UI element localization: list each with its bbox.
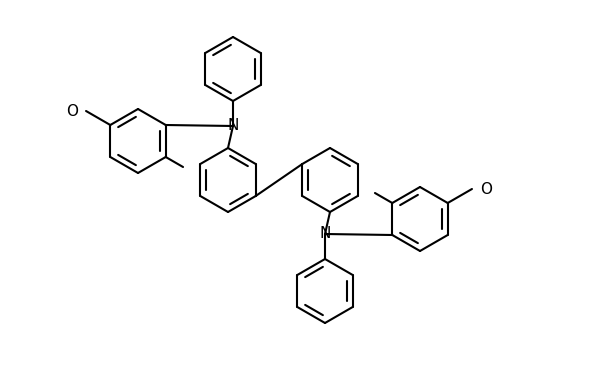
Text: O: O bbox=[480, 182, 492, 196]
Text: N: N bbox=[319, 227, 331, 241]
Text: N: N bbox=[227, 118, 238, 133]
Text: O: O bbox=[66, 104, 78, 118]
